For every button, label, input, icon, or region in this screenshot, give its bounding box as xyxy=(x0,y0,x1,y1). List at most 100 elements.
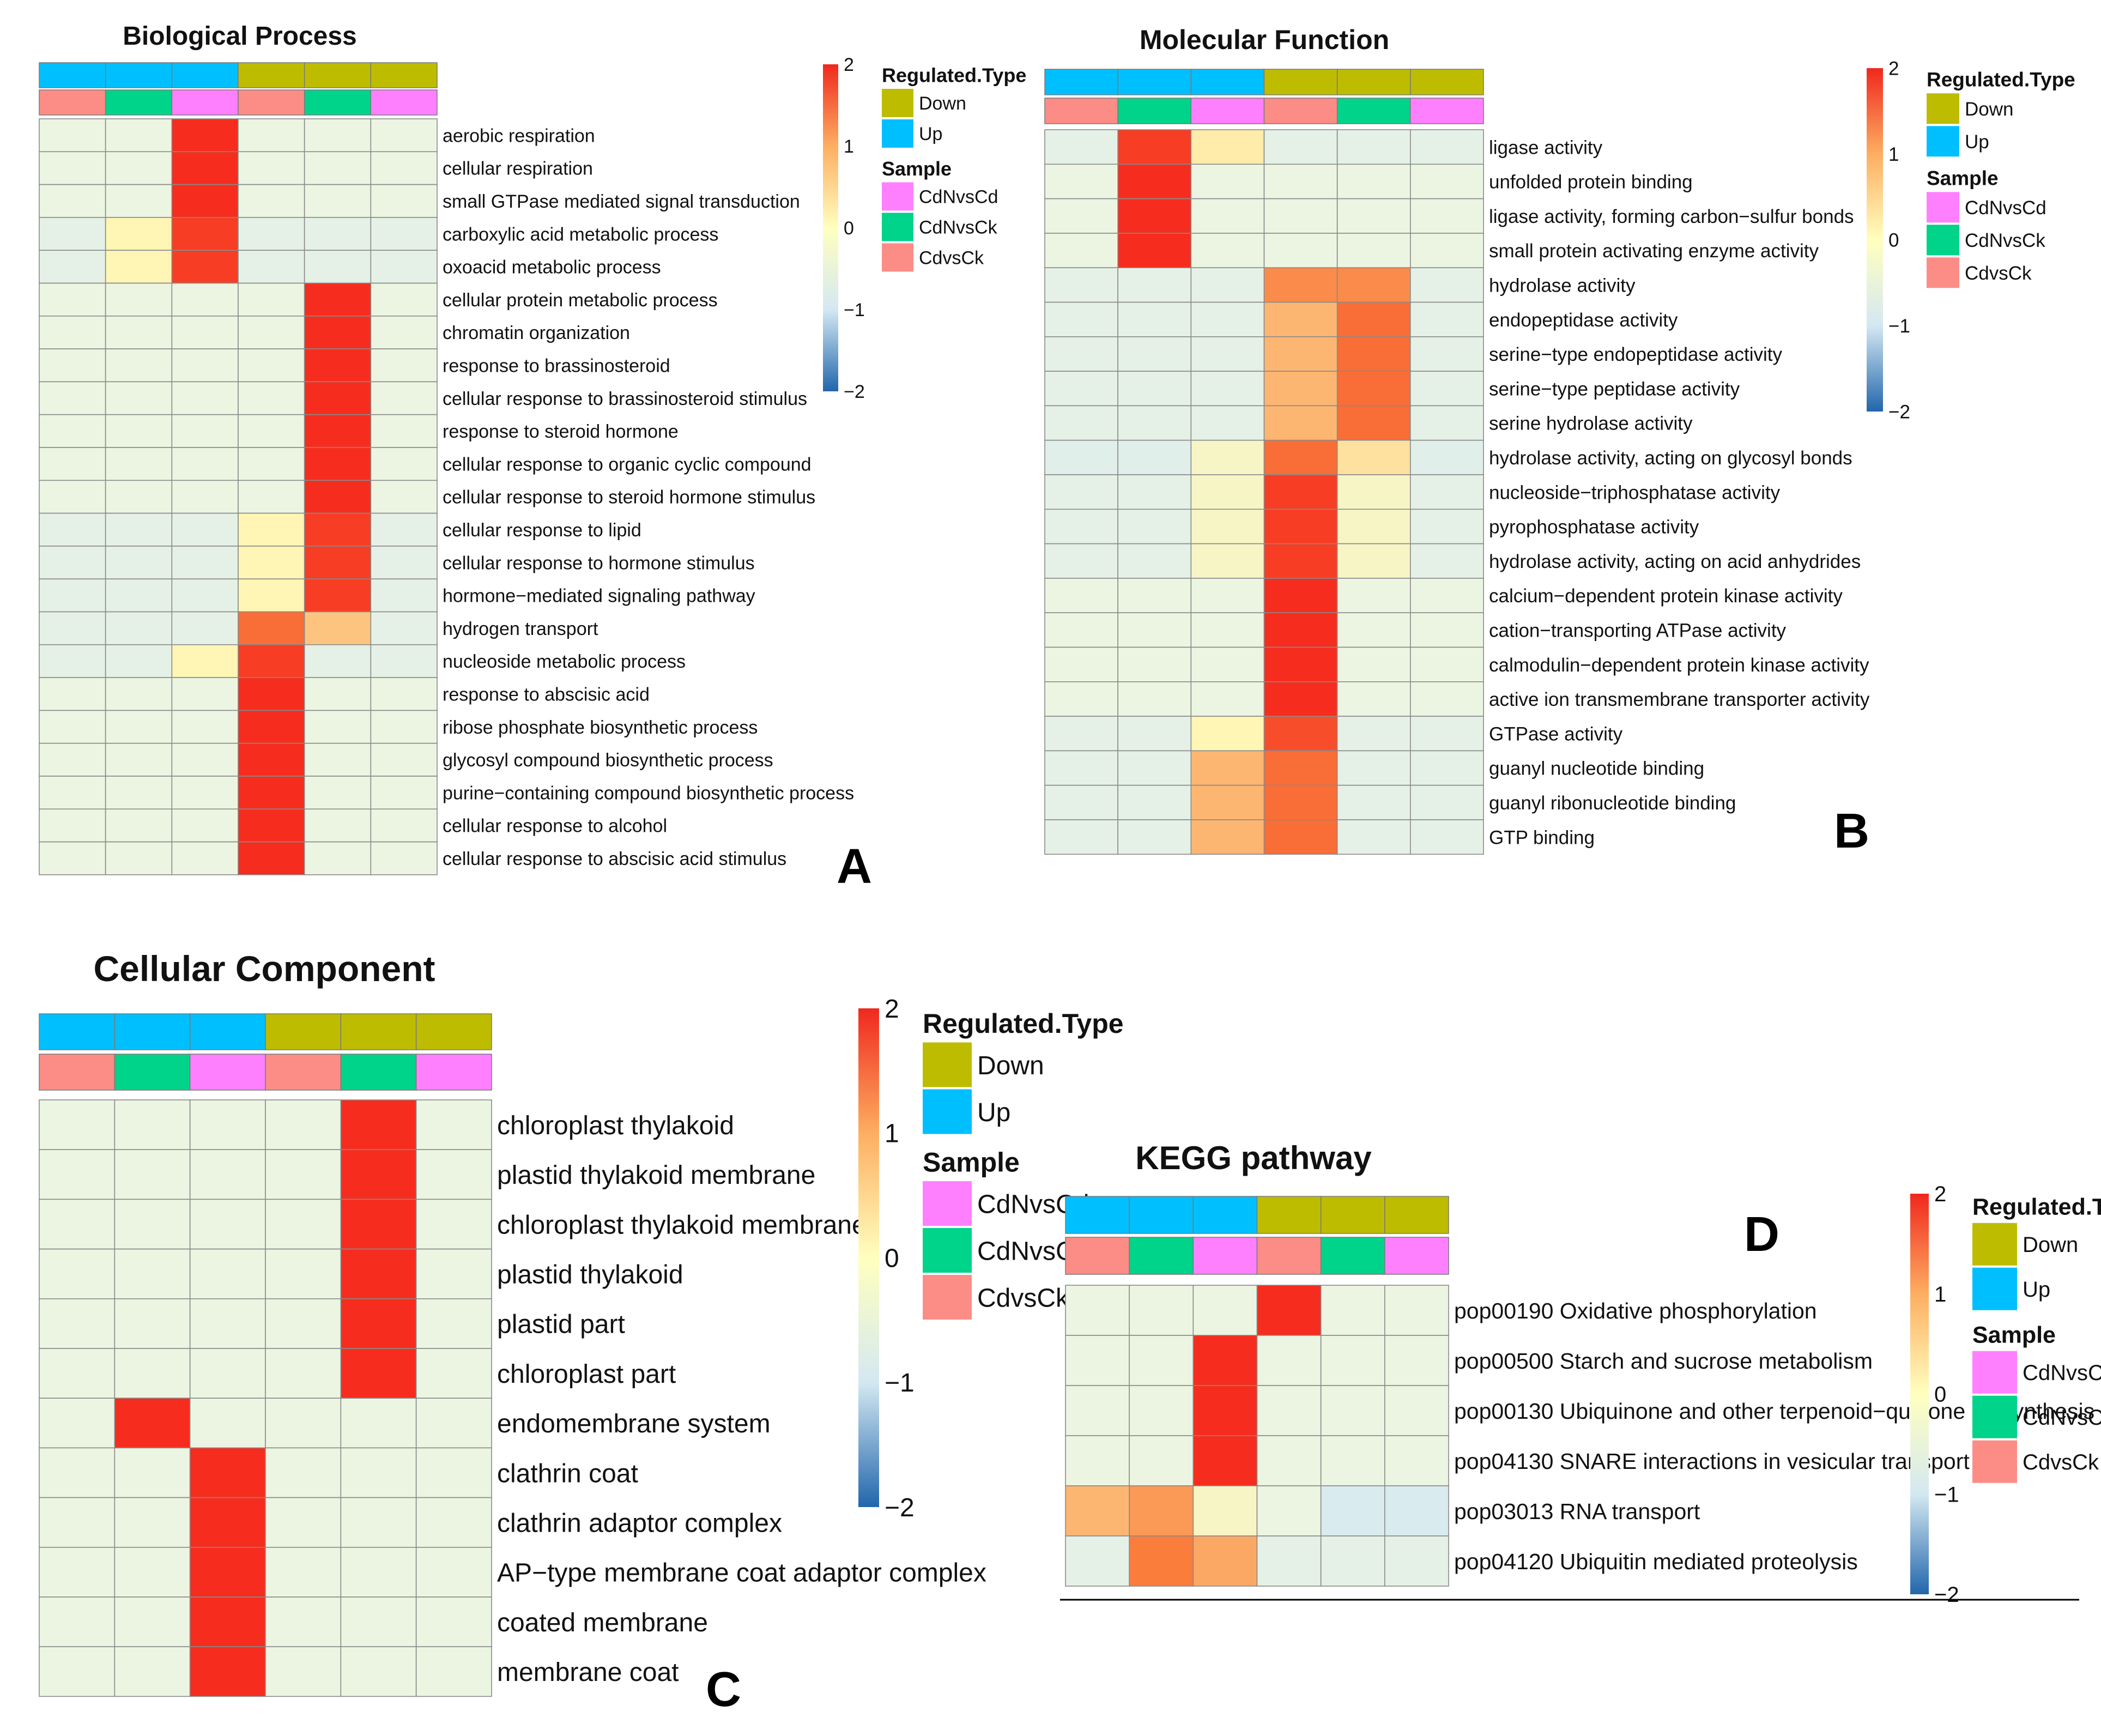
row-label: cellular response to steroid hormone sti… xyxy=(443,487,815,508)
color-scale-tick: −1 xyxy=(1934,1483,1959,1507)
sample-annotation-cell xyxy=(1336,98,1411,124)
row-label: pop04120 Ubiquitin mediated proteolysis xyxy=(1454,1549,1858,1574)
heatmap-cell xyxy=(1192,1435,1258,1486)
heatmap-cell xyxy=(265,1596,342,1647)
row-label: pop00500 Starch and sucrose metabolism xyxy=(1454,1348,1873,1374)
regulated-annotation-cell xyxy=(1336,69,1411,95)
sample-annotation-cell xyxy=(1320,1237,1385,1275)
heatmap-cell xyxy=(1190,267,1265,303)
sample-annotation-cell xyxy=(39,89,106,116)
row-label: chloroplast thylakoid membrane xyxy=(497,1211,867,1239)
sample-annotation-cell xyxy=(114,1054,191,1091)
heatmap-cell xyxy=(39,250,106,284)
row-label: GTPase activity xyxy=(1489,723,1623,745)
heatmap-cell xyxy=(1263,681,1338,717)
regulated-annotation-cell xyxy=(1044,69,1118,95)
heatmap-cell xyxy=(1065,1285,1130,1336)
heatmap-cell xyxy=(114,1596,191,1647)
heatmap-cell xyxy=(105,710,173,744)
legend-label-up: Up xyxy=(1965,131,1989,153)
heatmap-cell xyxy=(114,1497,191,1548)
color-scale-tick: −2 xyxy=(885,1493,915,1522)
heatmap-cell xyxy=(238,710,305,744)
heatmap-cell xyxy=(1336,371,1411,407)
heatmap-cell xyxy=(105,217,173,251)
heatmap-cell xyxy=(1384,1285,1449,1336)
sample-annotation-cell xyxy=(171,89,239,116)
color-scale-tick: 0 xyxy=(1934,1383,1946,1407)
legend-swatch-up xyxy=(1927,126,1959,157)
heatmap-cell xyxy=(1263,405,1338,441)
heatmap-cell xyxy=(370,447,438,481)
heatmap-cell xyxy=(370,217,438,251)
panel-b: Molecular Function ligase activity unfolde… xyxy=(1044,25,2075,858)
heatmap-cell xyxy=(1192,1485,1258,1537)
heatmap-cell xyxy=(340,1398,417,1449)
heatmap-cell xyxy=(1410,336,1484,372)
regulated-annotation-cell xyxy=(39,62,106,88)
heatmap-cell xyxy=(105,841,173,875)
heatmap-cell xyxy=(1044,646,1118,682)
heatmap-cell xyxy=(114,1348,191,1399)
heatmap-cell xyxy=(415,1199,492,1250)
heatmap-cell xyxy=(171,381,239,415)
regulated-annotation-cell xyxy=(1065,1196,1130,1234)
legend-swatch-sample xyxy=(923,1181,972,1226)
color-scale-tick: −1 xyxy=(885,1369,915,1398)
row-label: serine hydrolase activity xyxy=(1489,413,1693,434)
row-label: nucleoside−triphosphatase activity xyxy=(1489,482,1781,503)
heatmap-cell xyxy=(304,217,372,251)
row-label: carboxylic acid metabolic process xyxy=(443,224,718,245)
heatmap-cell xyxy=(1129,1335,1194,1386)
regulated-annotation-cell xyxy=(1129,1196,1194,1234)
heatmap-cell xyxy=(1117,612,1192,648)
heatmap-cell xyxy=(114,1447,191,1498)
color-scale-bar xyxy=(1867,68,1883,412)
heatmap-cell xyxy=(238,578,305,613)
heatmap-cell xyxy=(189,1398,266,1449)
heatmap-cell xyxy=(171,546,239,580)
row-label: cellular response to brassinosteroid sti… xyxy=(443,389,807,409)
row-label: response to brassinosteroid xyxy=(443,355,670,376)
heatmap-cell xyxy=(1117,405,1192,441)
heatmap-cell xyxy=(1192,1285,1258,1336)
heatmap-cell xyxy=(370,578,438,613)
heatmap-cell xyxy=(1410,474,1484,510)
legend-label-sample: CdNvsCd xyxy=(1965,197,2046,219)
heatmap-cell xyxy=(1117,164,1192,199)
regulated-annotation-cell xyxy=(370,62,438,88)
heatmap-cell xyxy=(1065,1485,1130,1537)
regulated-annotation-cell xyxy=(171,62,239,88)
heatmap-cell xyxy=(415,1298,492,1349)
heatmap-cell xyxy=(265,1149,342,1200)
heatmap-cell xyxy=(304,611,372,645)
heatmap-cell xyxy=(105,677,173,711)
heatmap-cell xyxy=(1044,612,1118,648)
legend-label-sample: CdNvsCk xyxy=(2023,1406,2101,1430)
row-label: cellular response to organic cyclic comp… xyxy=(443,454,812,475)
heatmap-cell xyxy=(304,118,372,153)
heatmap-cell xyxy=(189,1447,266,1498)
heatmap-cell xyxy=(1320,1485,1385,1537)
heatmap-cell xyxy=(171,151,239,185)
heatmap-cell xyxy=(1410,233,1484,268)
row-label: response to steroid hormone xyxy=(443,421,679,442)
row-label: coated membrane xyxy=(497,1608,708,1637)
heatmap-cell xyxy=(39,217,106,251)
heatmap-cell xyxy=(1263,474,1338,510)
heatmap-cell xyxy=(1044,129,1118,165)
heatmap-cell xyxy=(171,480,239,514)
sample-annotation-cell xyxy=(1065,1237,1130,1275)
heatmap-cell xyxy=(1336,819,1411,855)
heatmap-cell xyxy=(1410,405,1484,441)
legend-sample-title: Sample xyxy=(1972,1322,2056,1348)
heatmap-cell xyxy=(39,578,106,613)
heatmap-cell xyxy=(370,184,438,218)
heatmap-cell xyxy=(189,1298,266,1349)
heatmap-cell xyxy=(171,414,239,448)
legend-swatch-sample xyxy=(923,1275,972,1320)
heatmap-cell xyxy=(105,578,173,613)
heatmap-cell xyxy=(1263,233,1338,268)
heatmap-cell xyxy=(1190,129,1265,165)
heatmap-cell xyxy=(1117,336,1192,372)
